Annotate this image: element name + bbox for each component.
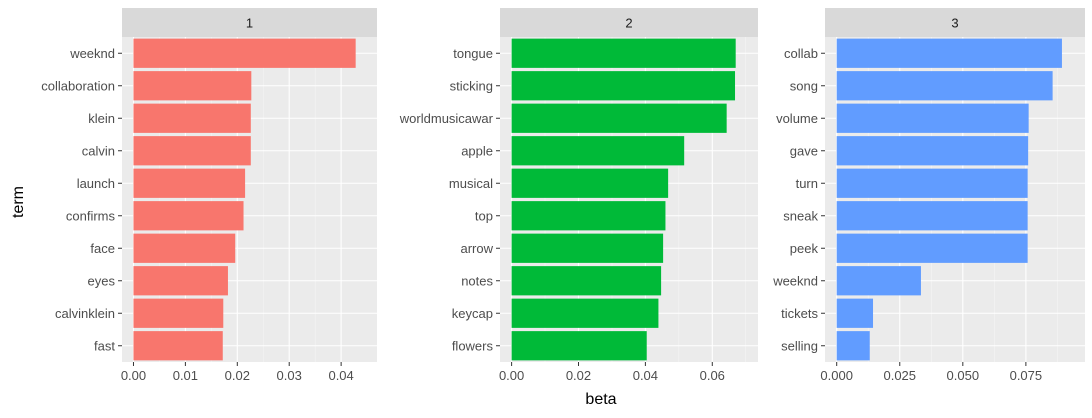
bar-confirms [133, 201, 244, 231]
facet-strip-label: 2 [625, 16, 632, 31]
x-tick-label: 0.050 [947, 368, 980, 383]
bar-collab [836, 38, 1062, 68]
bar-song [836, 71, 1053, 101]
y-tick-label: weeknd [69, 46, 115, 61]
y-tick-label: apple [461, 143, 493, 158]
bar-tongue [511, 38, 736, 68]
facet-panel-3: 3 collab song volume gave turn sneak peek weeknd… [772, 8, 1085, 383]
x-tick-label: 0.04 [633, 368, 658, 383]
y-tick-label: volume [776, 111, 818, 126]
facet-strip-3 [825, 8, 1085, 37]
x-tick-label: 0.02 [566, 368, 591, 383]
bar-volume [836, 103, 1029, 133]
bar-calvinklein [133, 298, 224, 328]
facet-panel-2: 2 tongue sticking worldmusicawar apple musica… [399, 8, 758, 383]
x-tick-label: 0.00 [499, 368, 524, 383]
bar-launch [133, 168, 246, 198]
chart-panels: 1 weeknd collaboration klein calvin launch con… [41, 8, 1085, 383]
bar-calvin [133, 136, 251, 166]
bar-turn [836, 168, 1028, 198]
bar-tickets [836, 298, 874, 328]
bar-face [133, 233, 236, 263]
y-tick-label: calvinklein [55, 306, 115, 321]
facet-strip-label: 3 [951, 16, 958, 31]
bar-klein [133, 103, 251, 133]
y-tick-label: weeknd [772, 273, 818, 288]
bar-peek [836, 233, 1028, 263]
x-tick-label: 0.03 [277, 368, 302, 383]
y-tick-label: selling [781, 338, 818, 353]
y-tick-label: worldmusicawar [399, 111, 494, 126]
y-tick-label: gave [790, 143, 818, 158]
x-tick-label: 0.075 [1010, 368, 1043, 383]
y-tick-label: peek [790, 241, 819, 256]
y-tick-label: tongue [453, 46, 493, 61]
y-tick-label: launch [77, 176, 115, 191]
y-tick-label: collaboration [41, 78, 115, 93]
y-tick-label: turn [796, 176, 818, 191]
y-tick-label: sticking [450, 78, 493, 93]
y-tick-label: song [790, 78, 818, 93]
y-tick-label: calvin [82, 143, 115, 158]
bar-weeknd [836, 266, 921, 296]
y-tick-label: face [90, 241, 115, 256]
y-tick-label: flowers [452, 338, 494, 353]
y-tick-label: tickets [781, 306, 818, 321]
facet-strip-1 [122, 8, 377, 37]
x-tick-label: 0.025 [883, 368, 916, 383]
bar-fast [133, 331, 223, 361]
y-tick-label: keycap [452, 306, 493, 321]
y-tick-label: eyes [88, 273, 116, 288]
y-tick-label: klein [88, 111, 115, 126]
bar-flowers [511, 331, 647, 361]
bar-collaboration [133, 71, 252, 101]
bar-sneak [836, 201, 1028, 231]
x-tick-label: 0.04 [328, 368, 353, 383]
bar-notes [511, 266, 662, 296]
bar-gave [836, 136, 1029, 166]
bar-keycap [511, 298, 659, 328]
bar-apple [511, 136, 685, 166]
y-tick-label: arrow [460, 241, 493, 256]
x-tick-label: 0.06 [700, 368, 725, 383]
x-tick-label: 0.000 [820, 368, 853, 383]
y-tick-label: sneak [783, 208, 818, 223]
y-axis-title: term [10, 186, 27, 218]
bar-selling [836, 331, 870, 361]
y-tick-label: top [475, 208, 493, 223]
y-tick-label: confirms [66, 208, 116, 223]
y-tick-label: notes [461, 273, 493, 288]
bar-weeknd [133, 38, 356, 68]
facet-strip-label: 1 [246, 16, 253, 31]
x-tick-label: 0.00 [121, 368, 146, 383]
bar-top [511, 201, 666, 231]
y-tick-label: fast [94, 338, 115, 353]
bar-arrow [511, 233, 664, 263]
bar-worldmusicawar [511, 103, 727, 133]
facet-strip-2 [500, 8, 758, 37]
bar-musical [511, 168, 669, 198]
x-tick-label: 0.02 [225, 368, 250, 383]
bar-eyes [133, 266, 228, 296]
bar-sticking [511, 71, 736, 101]
x-axis-title: beta [585, 391, 616, 408]
y-tick-label: musical [449, 176, 493, 191]
x-tick-label: 0.01 [173, 368, 198, 383]
facet-panel-1: 1 weeknd collaboration klein calvin launch con… [41, 8, 377, 383]
y-tick-label: collab [784, 46, 818, 61]
